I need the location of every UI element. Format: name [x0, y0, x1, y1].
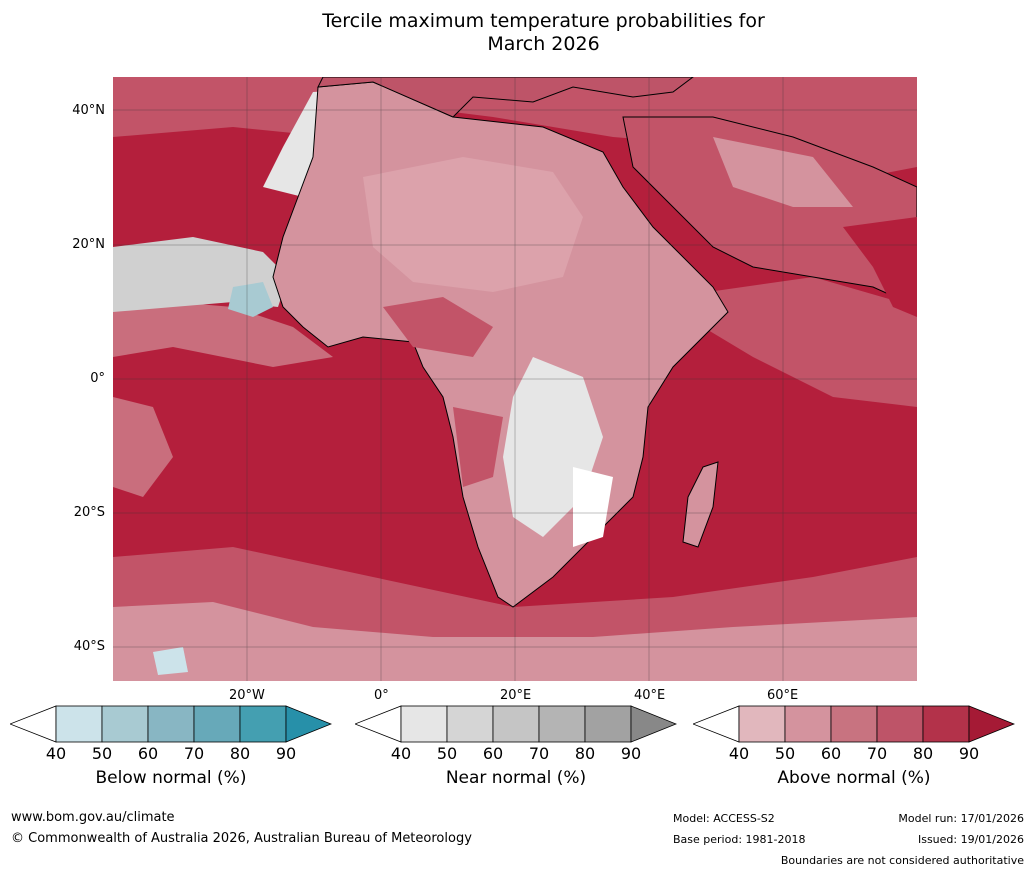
colorbar-near-segment-low: [355, 705, 402, 743]
lon-label-20e: 20°E: [500, 688, 532, 703]
footer-model: Model: ACCESS-S2: [673, 812, 775, 825]
tick-label: 40: [45, 744, 67, 763]
west-africa-band: [383, 297, 493, 357]
colorbar-below-title: Below normal (%): [95, 768, 247, 788]
lon-label-0: 0°: [374, 688, 389, 703]
colorbar-above-segment-50-60: [784, 705, 832, 743]
tick-label: 60: [820, 744, 842, 763]
colorbar-near-segment-70-80: [538, 705, 586, 743]
tick-label: 60: [482, 744, 504, 763]
colorbar-below-segment-high: [285, 705, 332, 743]
colorbar-near-normal: [355, 705, 677, 743]
lon-label-60e: 60°E: [767, 688, 799, 703]
colorbar-above-segment-40-50: [738, 705, 786, 743]
map-title: Tercile maximum temperature probabilitie…: [0, 10, 1035, 56]
madagascar: [682, 461, 719, 548]
colorbar-below-segment-60-70: [147, 705, 195, 743]
map-title-line2: March 2026: [487, 33, 600, 55]
colorbar-above-segment-60-70: [830, 705, 878, 743]
tick-label: 90: [275, 744, 297, 763]
lat-label-40s: 40°S: [73, 639, 105, 654]
lat-label-20s: 20°S: [73, 505, 105, 520]
colorbar-near-segment-60-70: [492, 705, 540, 743]
map-canvas: [113, 77, 917, 681]
below-normal-south-patch: [153, 647, 188, 675]
west-atlantic-patch: [113, 397, 173, 497]
below-normal-patch: [228, 282, 273, 317]
colorbar-above-segment-low: [693, 705, 740, 743]
colorbar-below-segment-50-60: [101, 705, 149, 743]
colorbar-below-segment-80-90: [239, 705, 287, 743]
colorbar-near-segment-high: [630, 705, 677, 743]
lat-label-40n: 40°N: [72, 103, 105, 118]
atlantic-band: [113, 297, 333, 367]
india-landmass: [843, 217, 917, 317]
tick-label: 60: [137, 744, 159, 763]
footer-disclaimer: Boundaries are not considered authoritat…: [780, 854, 1024, 867]
tick-label: 40: [728, 744, 750, 763]
colorbar-near-segment-80-90: [584, 705, 632, 743]
graticule: [113, 77, 917, 681]
tick-label: 70: [528, 744, 550, 763]
colorbar-near-segment-40-50: [400, 705, 448, 743]
lon-label-40e: 40°E: [634, 688, 666, 703]
colorbar-above-segment-80-90: [922, 705, 970, 743]
probability-map: [113, 77, 917, 681]
map-title-line1: Tercile maximum temperature probabilitie…: [322, 10, 765, 32]
colorbar-above-segment-70-80: [876, 705, 924, 743]
tick-label: 80: [912, 744, 934, 763]
tick-label: 50: [436, 744, 458, 763]
lat-label-0: 0°: [90, 371, 105, 386]
southeast-africa-white: [573, 467, 613, 547]
colorbar-below-segment-low: [10, 705, 57, 743]
colorbar-below-segment-40-50: [55, 705, 103, 743]
middle-east-landmass: [622, 116, 917, 308]
colorbar-near-segment-50-60: [446, 705, 494, 743]
tick-label: 50: [774, 744, 796, 763]
lat-label-20n: 20°N: [72, 237, 105, 252]
tick-label: 40: [390, 744, 412, 763]
indian-ocean-band: [673, 277, 917, 407]
tick-label: 90: [620, 744, 642, 763]
lon-label-20w: 20°W: [229, 688, 265, 703]
sahara-light: [363, 157, 583, 292]
colorbar-below-normal: [10, 705, 332, 743]
tick-label: 80: [229, 744, 251, 763]
colorbar-above-segment-high: [968, 705, 1015, 743]
footer-website[interactable]: www.bom.gov.au/climate: [11, 810, 175, 825]
tick-label: 50: [91, 744, 113, 763]
colorbar-above-title: Above normal (%): [777, 768, 931, 788]
footer-copyright: © Commonwealth of Australia 2026, Austra…: [11, 831, 472, 846]
colorbar-near-title: Near normal (%): [445, 768, 587, 788]
colorbar-below-segment-70-80: [193, 705, 241, 743]
tick-label: 70: [866, 744, 888, 763]
colorbar-above-normal: [693, 705, 1015, 743]
tick-label: 80: [574, 744, 596, 763]
tick-label: 70: [183, 744, 205, 763]
footer-issued: Issued: 19/01/2026: [917, 833, 1024, 846]
footer-model-run: Model run: 17/01/2026: [898, 812, 1024, 825]
tick-label: 90: [958, 744, 980, 763]
central-africa-band: [453, 407, 503, 487]
europe-landmass: [317, 77, 694, 118]
footer-base-period: Base period: 1981-2018: [673, 833, 806, 846]
